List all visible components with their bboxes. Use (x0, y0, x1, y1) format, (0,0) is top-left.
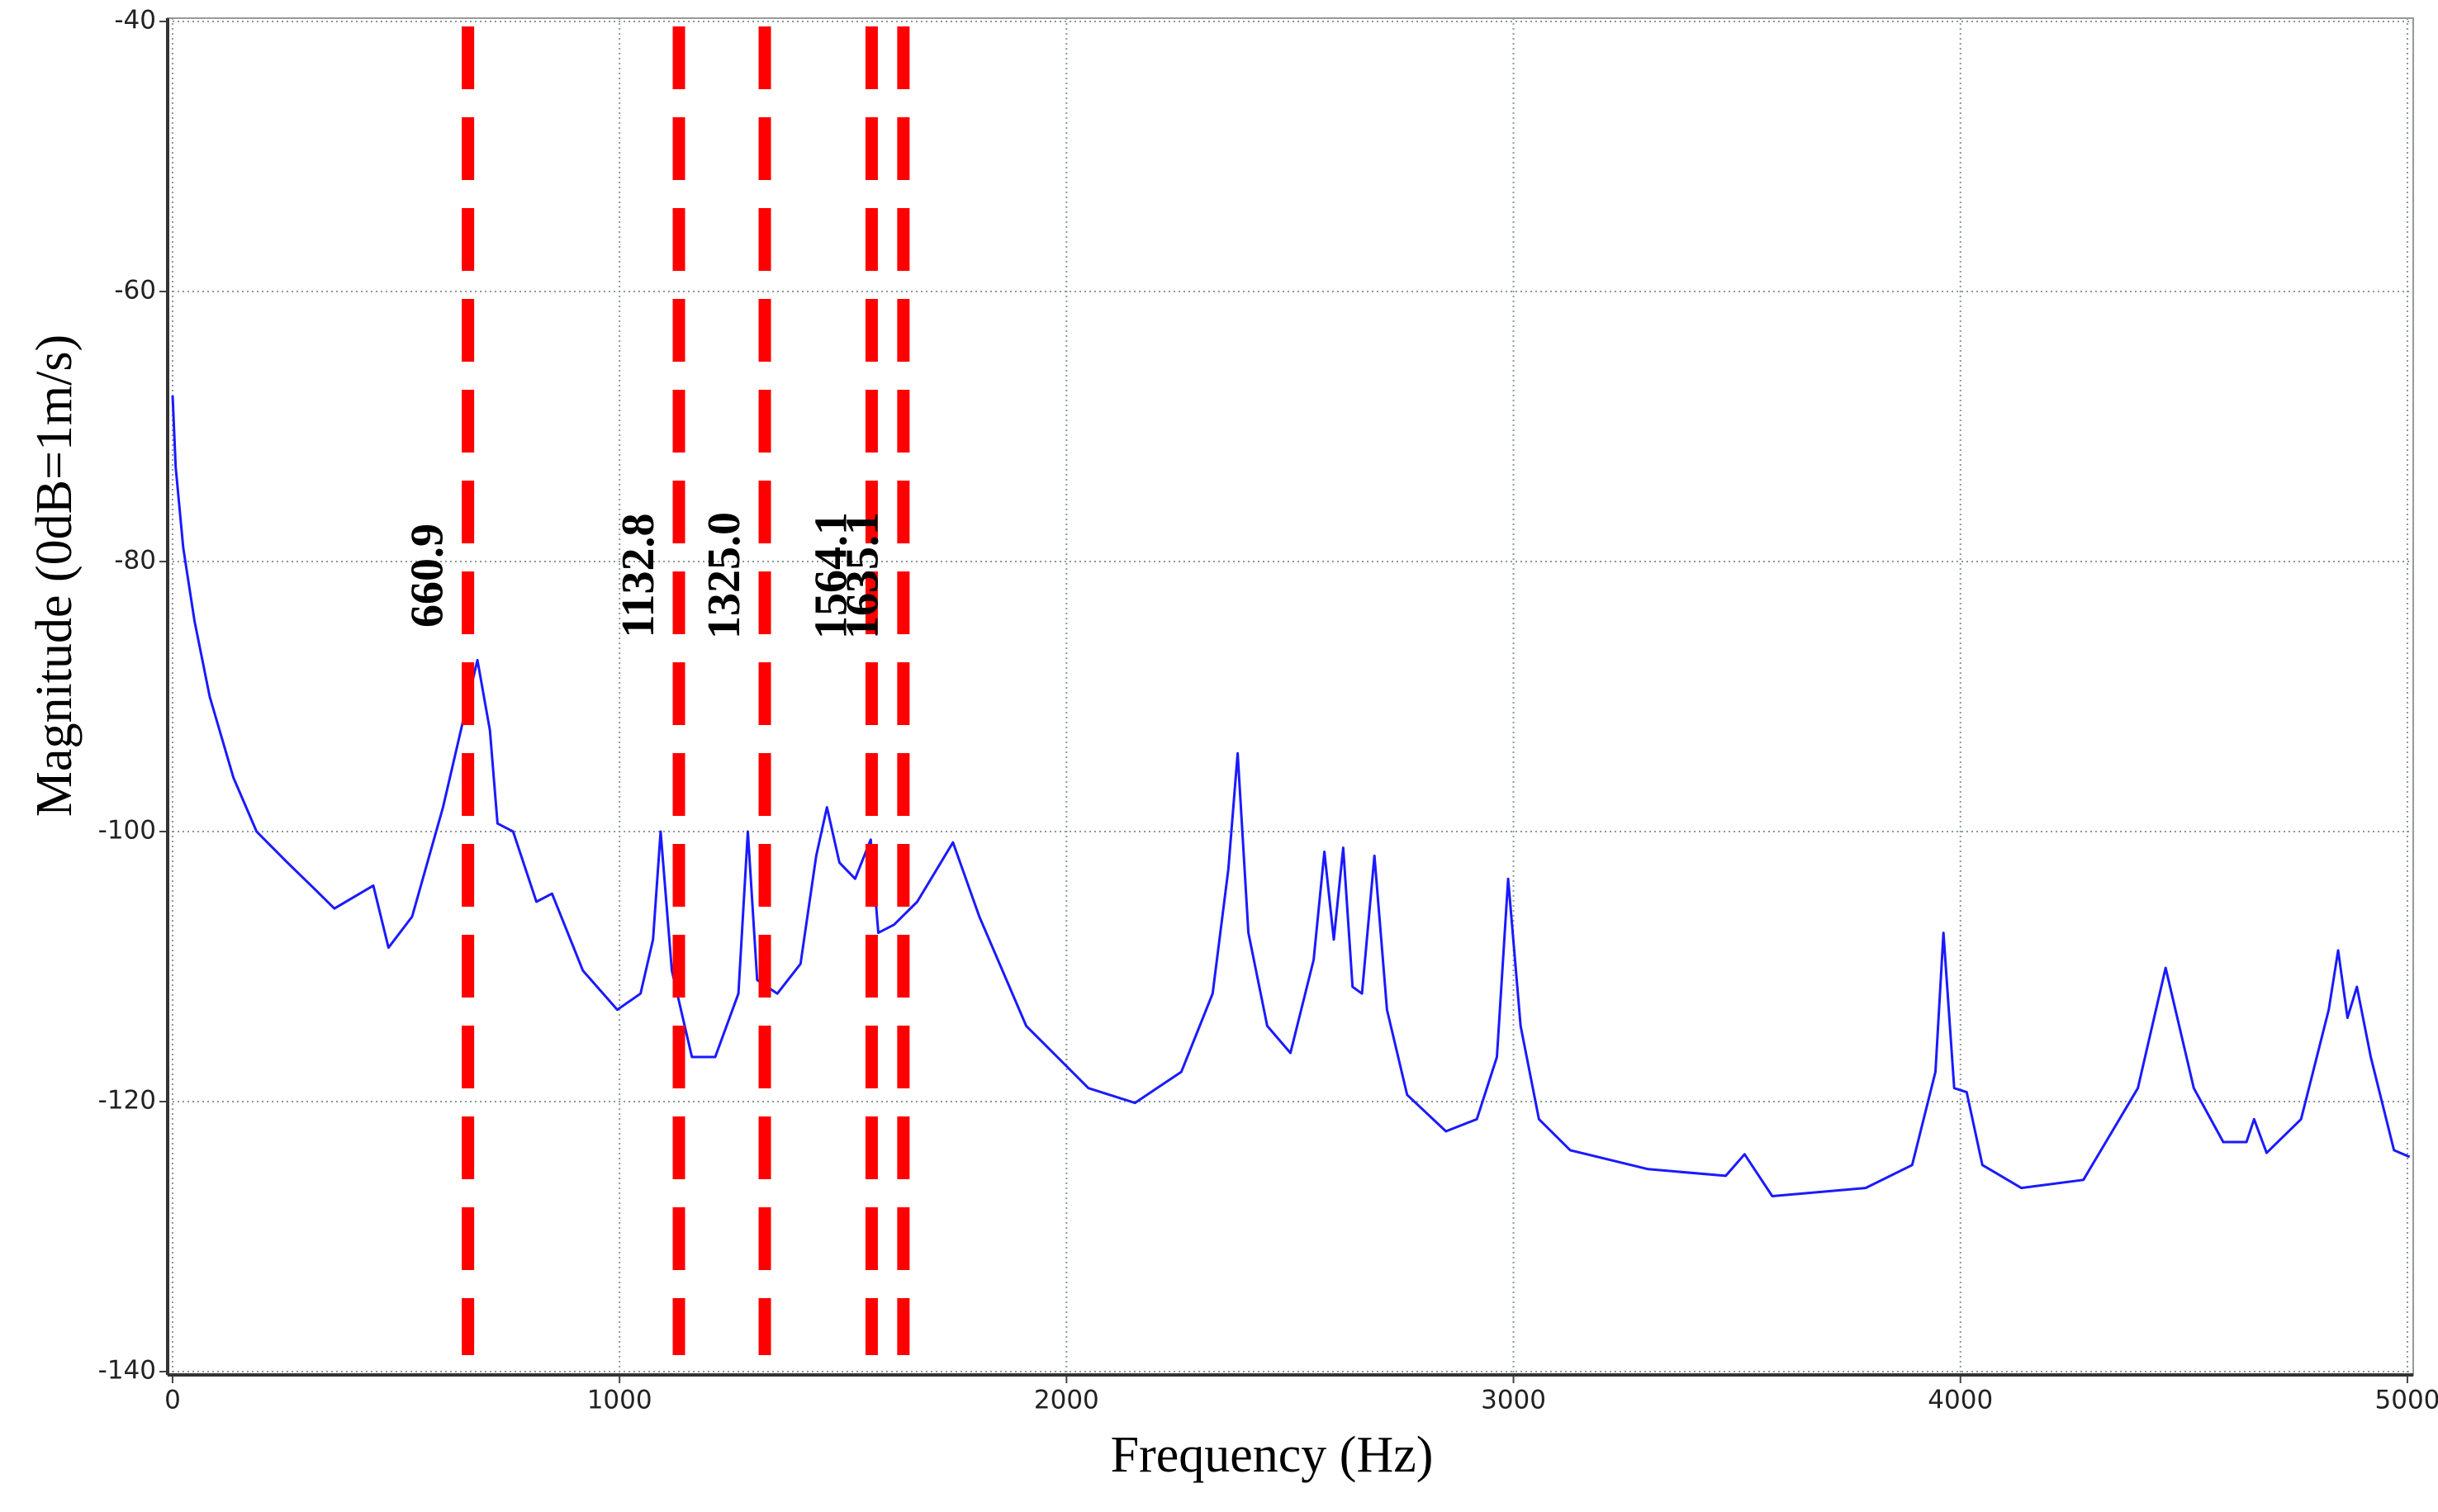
mode-label: 1635.1 (837, 512, 889, 639)
mode-label: 1132.8 (613, 514, 664, 638)
y-tick-label: -60 (114, 276, 156, 306)
spectrum-line (171, 395, 2411, 1197)
x-tick-label: 4000 (1928, 1386, 1993, 1415)
y-tick-label: -140 (98, 1356, 156, 1386)
x-tick-label: 5000 (2375, 1386, 2438, 1415)
y-tick-label: -80 (114, 546, 156, 576)
y-tick-label: -40 (114, 6, 156, 36)
y-tick-label: -100 (98, 816, 156, 846)
mode-label: 1325.0 (699, 512, 750, 639)
x-tick-label: 2000 (1034, 1386, 1099, 1415)
y-tick-label: -120 (98, 1086, 156, 1116)
y-axis-label: Magnitude (0dB=1m/s) (26, 334, 83, 817)
x-tick-label: 0 (164, 1386, 181, 1415)
x-axis-label: Frequency (Hz) (1111, 1427, 1434, 1483)
mode-label: 1564.1 (805, 512, 856, 639)
plot-frame (167, 17, 2414, 1376)
x-tick-label: 3000 (1481, 1386, 1546, 1415)
mode-label: 660.9 (401, 524, 453, 628)
x-tick-label: 1000 (587, 1386, 652, 1415)
